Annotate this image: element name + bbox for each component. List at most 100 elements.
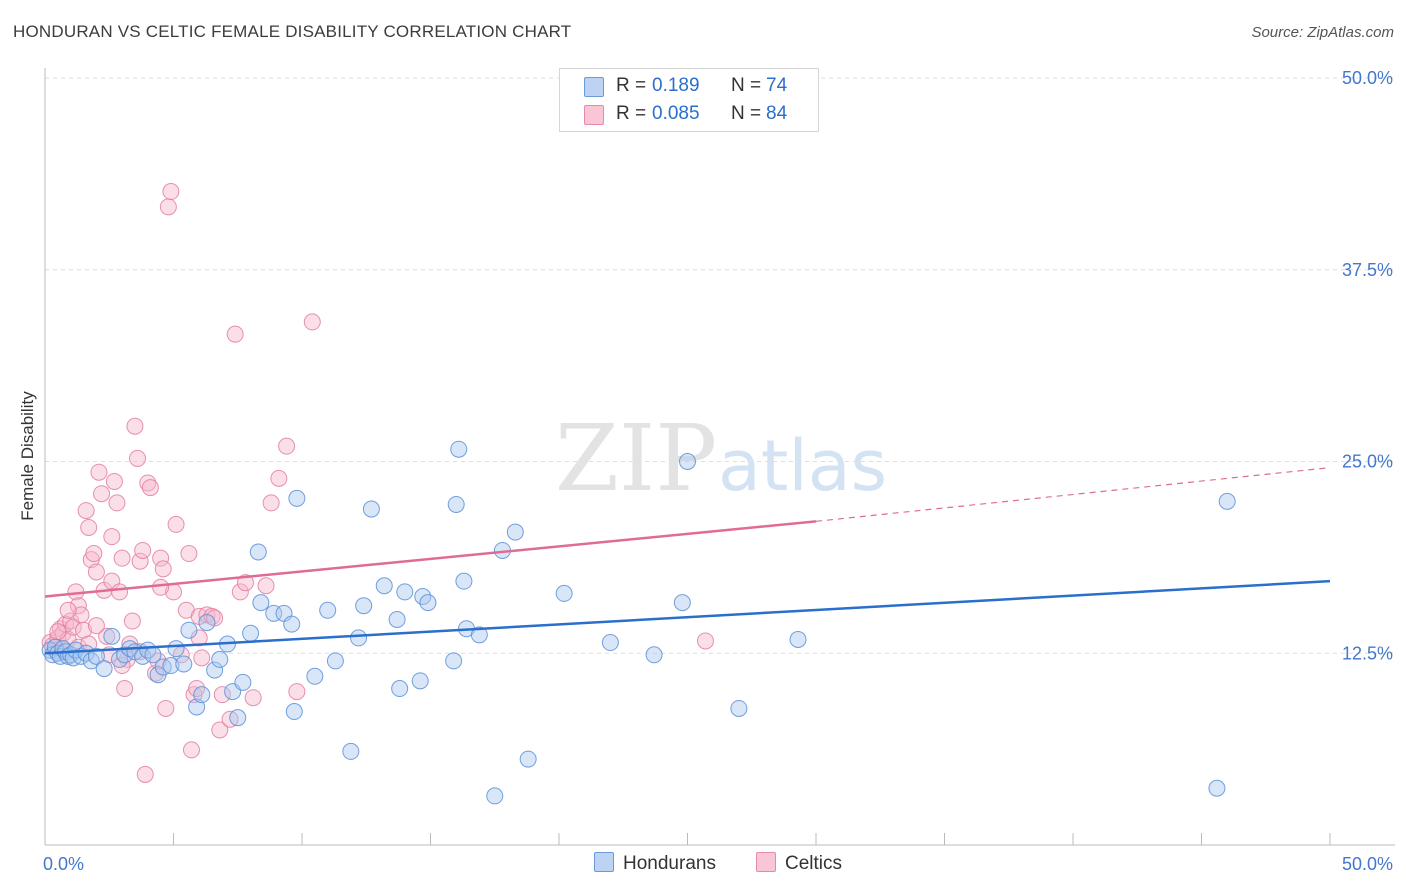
x-tick-label-max: 50.0% <box>1342 854 1393 874</box>
hondurans-point <box>95 660 113 678</box>
hondurans-point <box>355 597 373 615</box>
celtics-point <box>136 765 154 783</box>
legend-n-value: 84 <box>766 103 788 124</box>
hondurans-point <box>519 750 537 768</box>
hondurans-point <box>162 657 180 675</box>
hondurans-point <box>470 626 488 644</box>
trend-lines <box>44 467 1331 655</box>
legend-n-value: 74 <box>766 75 788 96</box>
celtics-point <box>244 689 262 707</box>
hondurans-point <box>249 543 267 561</box>
hondurans-point <box>555 584 573 602</box>
celtics-point <box>231 583 249 601</box>
celtics-point <box>157 699 175 717</box>
hondurans-point <box>447 495 465 513</box>
bottom-legend-celtics[interactable]: Celtics <box>756 852 842 876</box>
hondurans-point <box>319 601 337 619</box>
hondurans-point <box>445 652 463 670</box>
celtics-point <box>87 563 105 581</box>
celtics-point <box>105 472 123 490</box>
watermark: ZIP atlas <box>555 405 887 512</box>
hondurans-point <box>645 646 663 664</box>
celtics-point <box>123 612 141 630</box>
hondurans-label: Hondurans <box>623 853 716 874</box>
hondurans-point <box>87 647 105 665</box>
hondurans-points <box>41 440 1236 805</box>
celtics-point <box>257 577 275 595</box>
hondurans-point <box>103 627 121 645</box>
hondurans-point <box>342 742 360 760</box>
legend-n-label: N = <box>731 75 762 96</box>
hondurans-point <box>306 667 324 685</box>
hondurans-point <box>411 672 429 690</box>
hondurans-point <box>234 673 252 691</box>
hondurans-point <box>288 489 306 507</box>
celtics-point <box>80 518 98 536</box>
celtics-point <box>278 437 296 455</box>
hondurans-point <box>679 453 696 470</box>
legend-r-value: 0.189 <box>652 75 700 96</box>
hondurans-swatch <box>594 852 614 872</box>
hondurans-point <box>198 614 216 632</box>
legend-n-label: N = <box>731 103 762 124</box>
celtics-point <box>77 502 95 520</box>
celtics-point <box>111 583 129 601</box>
legend-swatch-blue <box>584 77 604 97</box>
bottom-legend-hondurans[interactable]: Hondurans <box>594 852 716 876</box>
celtics-point <box>211 721 229 739</box>
hondurans-point <box>211 650 229 668</box>
hondurans-point <box>180 621 198 639</box>
celtics-point <box>226 325 244 343</box>
hondurans-point <box>391 680 409 698</box>
hondurans-point <box>362 500 380 518</box>
celtics-label: Celtics <box>785 853 843 874</box>
hondurans-point <box>111 650 129 668</box>
chart-title: HONDURAN VS CELTIC FEMALE DISABILITY COR… <box>13 22 572 41</box>
hondurans-point <box>242 624 260 642</box>
celtics-point <box>167 515 185 533</box>
hondurans-point <box>375 577 393 595</box>
hondurans-point <box>1208 779 1226 797</box>
celtics-point <box>696 632 714 650</box>
celtics-point <box>93 485 111 503</box>
celtics-point <box>288 683 306 701</box>
hondurans-point <box>730 699 748 717</box>
celtics-point <box>154 560 172 578</box>
legend-r-value: 0.085 <box>652 103 700 124</box>
y-tick-label: 25.0% <box>1342 452 1393 472</box>
hondurans-point <box>175 655 193 673</box>
hondurans-trend-line <box>44 579 1331 655</box>
hondurans-point <box>265 604 283 622</box>
celtics-point <box>90 463 108 481</box>
y-tick-label: 12.5% <box>1342 643 1393 663</box>
legend-swatch-pink <box>584 105 604 125</box>
celtics-point <box>126 417 144 435</box>
axes <box>44 68 1395 846</box>
hondurans-point <box>1218 492 1236 510</box>
celtics-point <box>180 545 198 563</box>
hondurans-point <box>252 594 270 612</box>
hondurans-point <box>673 594 691 612</box>
hondurans-point <box>167 640 185 658</box>
watermark-atlas: atlas <box>718 425 887 507</box>
hondurans-point <box>193 686 211 704</box>
celtics-point <box>87 617 105 635</box>
celtics-point <box>270 469 288 487</box>
celtics-point <box>162 183 180 201</box>
celtics-point <box>139 474 157 492</box>
celtics-point <box>262 494 280 512</box>
hondurans-point <box>206 661 224 679</box>
hondurans-point <box>601 634 619 652</box>
hondurans-point <box>82 652 100 670</box>
hondurans-point <box>455 572 473 590</box>
hondurans-point <box>419 594 437 612</box>
celtics-point <box>85 545 103 563</box>
hondurans-point <box>486 787 504 805</box>
grid-lines <box>45 77 1395 654</box>
celtics-point <box>103 528 121 546</box>
hondurans-point <box>450 440 468 458</box>
hondurans-point <box>789 630 807 648</box>
celtics-swatch <box>756 852 776 872</box>
celtics-point <box>116 680 134 698</box>
